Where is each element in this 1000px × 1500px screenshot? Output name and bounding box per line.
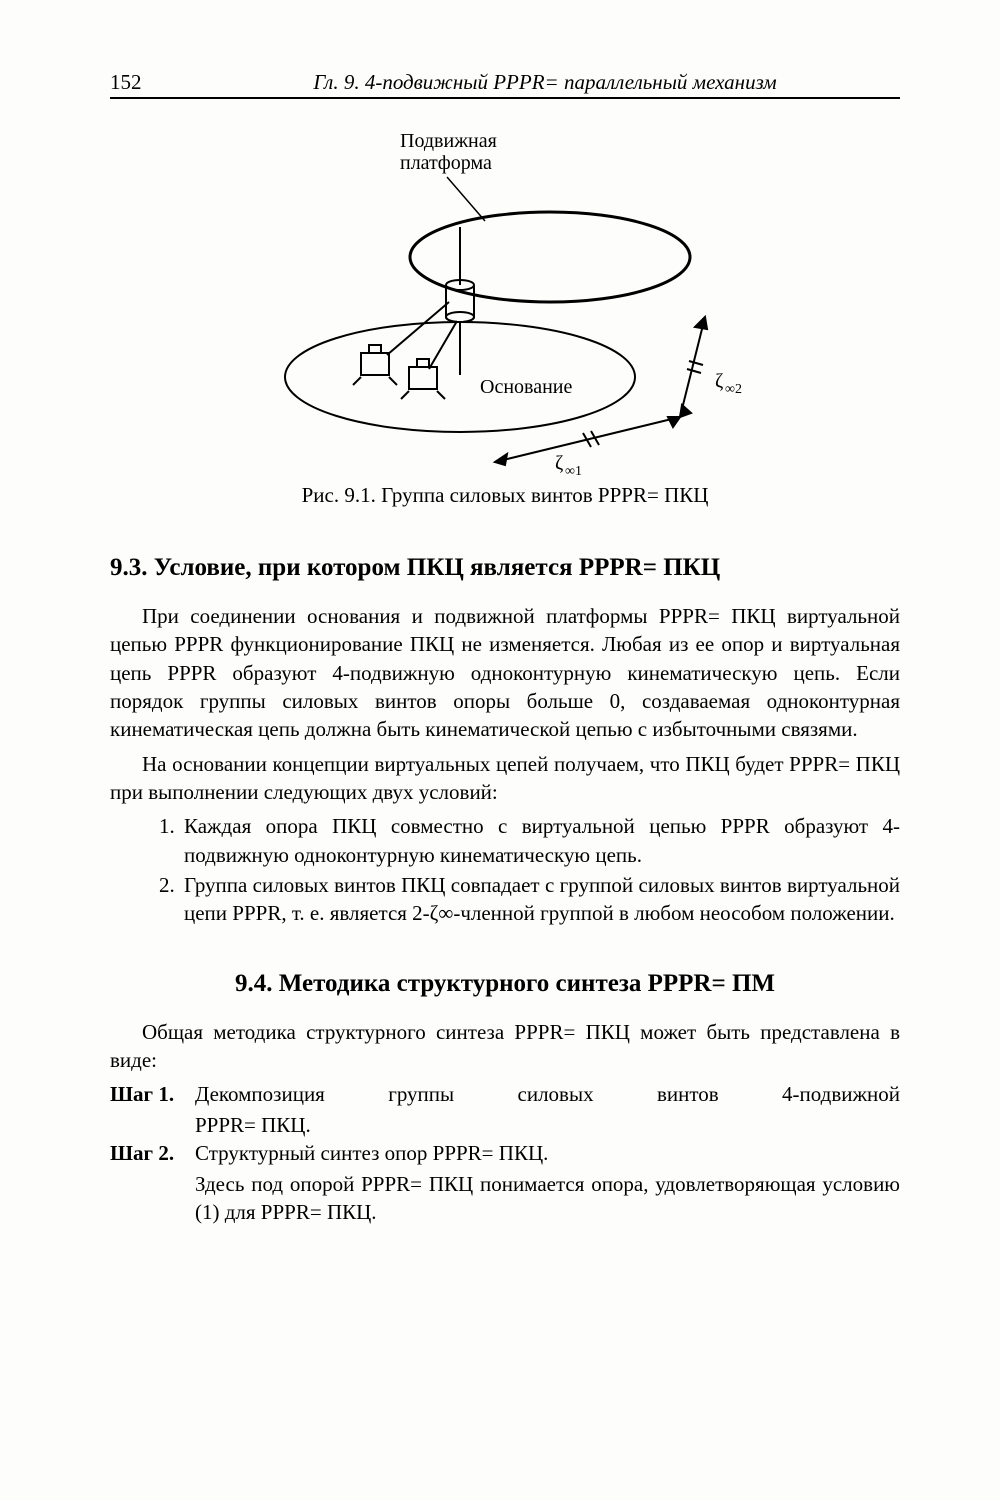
step-1: Шаг 1. Декомпозиция группы силовых винто…	[110, 1080, 900, 1108]
symbol-zeta1: ζ	[555, 452, 563, 474]
svg-text:∞2: ∞2	[725, 382, 742, 397]
section-93-title: 9.3. Условие, при котором ПКЦ является P…	[110, 554, 900, 582]
step-1-cont: PPPR= ПКЦ.	[195, 1111, 900, 1139]
figure-caption: Рис. 9.1. Группа силовых винтов PPPR= ПК…	[110, 483, 900, 508]
figure-label-base: Основание	[480, 376, 572, 398]
section-93-p1: При соединении основания и подвижной пла…	[110, 602, 900, 744]
step-1-text: Декомпозиция группы силовых винтов 4-под…	[195, 1080, 900, 1108]
condition-2: Группа силовых винтов ПКЦ совпадает с гр…	[180, 871, 900, 928]
steps-block: Шаг 1. Декомпозиция группы силовых винто…	[110, 1080, 900, 1226]
svg-text:платформа: платформа	[400, 152, 492, 174]
conditions-list: Каждая опора ПКЦ совместно с виртуальной…	[110, 812, 900, 927]
page-number: 152	[110, 70, 190, 95]
section-93-p2: На основании концепции виртуальных цепей…	[110, 750, 900, 807]
step-2-text: Структурный синтез опор PPPR= ПКЦ.	[195, 1139, 900, 1167]
section-94-intro: Общая методика структурного синтеза PPPR…	[110, 1018, 900, 1075]
page-header: 152 Гл. 9. 4-подвижный PPPR= параллельны…	[110, 70, 900, 99]
running-head: Гл. 9. 4-подвижный PPPR= параллельный ме…	[190, 70, 900, 95]
page: 152 Гл. 9. 4-подвижный PPPR= параллельны…	[0, 0, 1000, 1500]
step-1-label: Шаг 1.	[110, 1080, 195, 1108]
mechanism-diagram: Подвижная платформа Основание ζ ∞1 ζ ∞2	[235, 117, 775, 477]
step-2-cont: Здесь под опорой PPPR= ПКЦ понимается оп…	[195, 1170, 900, 1227]
figure-block: Подвижная платформа Основание ζ ∞1 ζ ∞2 …	[110, 117, 900, 508]
step-2-label: Шаг 2.	[110, 1139, 195, 1167]
section-94-title: 9.4. Методика структурного синтеза PPPR=…	[110, 970, 900, 998]
step-2: Шаг 2. Структурный синтез опор PPPR= ПКЦ…	[110, 1139, 900, 1167]
symbol-zeta2: ζ	[715, 370, 723, 392]
condition-1: Каждая опора ПКЦ совместно с виртуальной…	[180, 812, 900, 869]
figure-label-top: Подвижная	[400, 130, 497, 152]
svg-text:∞1: ∞1	[565, 464, 582, 477]
